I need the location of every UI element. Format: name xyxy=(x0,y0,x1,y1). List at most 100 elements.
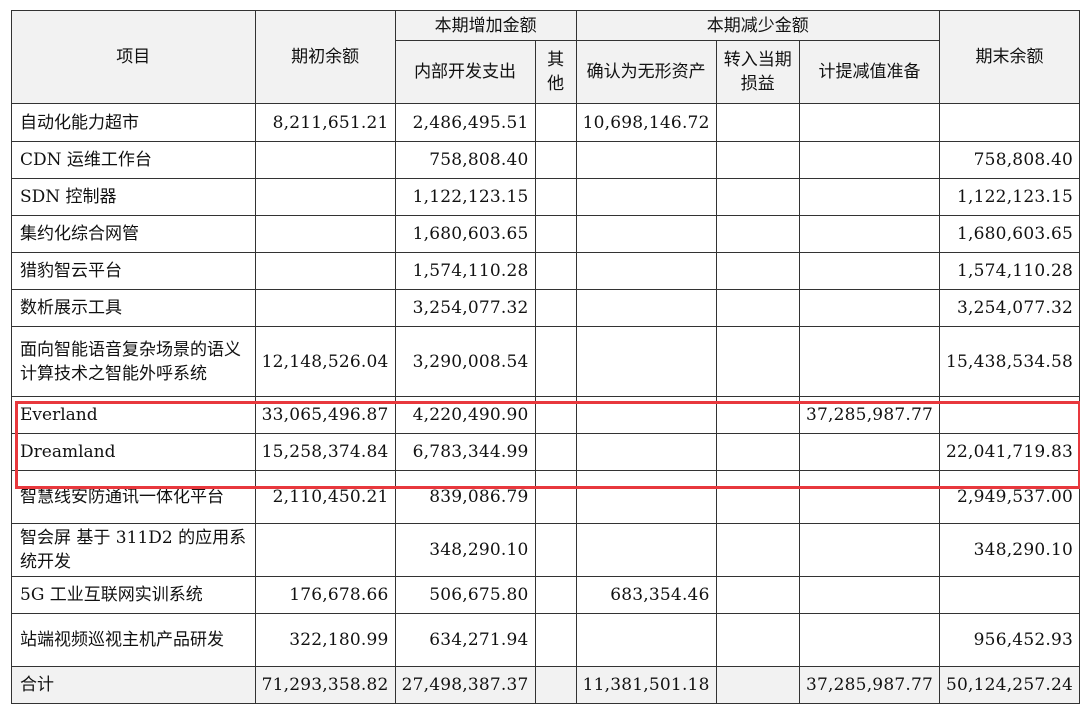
cell-closing xyxy=(939,396,1080,434)
cell-pnl xyxy=(715,576,801,614)
cell-recognized xyxy=(575,252,717,290)
cell-name: CDN 运维工作台 xyxy=(11,141,256,179)
cell-name: SDN 控制器 xyxy=(11,178,256,216)
cell-name: Everland xyxy=(11,396,256,434)
cell-impairment xyxy=(799,252,940,290)
total-row: 合计 71,293,358.82 27,498,387.37 11,381,501.1… xyxy=(11,666,1080,704)
cell-opening xyxy=(254,215,396,253)
cell-impairment xyxy=(799,576,940,614)
cell-other xyxy=(534,523,577,577)
cell-impairment xyxy=(799,470,940,524)
cell-recognized xyxy=(575,178,717,216)
cell-impairment xyxy=(799,613,940,667)
cell-opening: 15,258,374.84 xyxy=(254,433,396,471)
cell-internal: 27,498,387.37 xyxy=(394,666,536,704)
cell-recognized xyxy=(575,141,717,179)
cell-other xyxy=(534,470,577,524)
cell-other xyxy=(534,252,577,290)
table-row: 智会屏 基于 311D2 的应用系统开发 348,290.10 348,290.10 xyxy=(11,523,1080,577)
cell-pnl xyxy=(715,470,801,524)
development-expenditure-table: 项目 期初余额 本期增加金额 本期减少金额 期末余额 内部开发支出 其他 确认为… xyxy=(11,10,1080,704)
cell-impairment: 37,285,987.77 xyxy=(799,666,940,704)
table-row: Dreamland 15,258,374.84 6,783,344.99 22,041… xyxy=(11,433,1080,471)
cell-name: 5G 工业互联网实训系统 xyxy=(11,576,256,614)
cell-impairment xyxy=(799,523,940,577)
header-closing-balance: 期末余额 xyxy=(939,10,1080,104)
cell-impairment xyxy=(799,103,940,142)
cell-pnl xyxy=(715,666,801,704)
cell-internal: 1,574,110.28 xyxy=(394,252,536,290)
cell-opening xyxy=(254,178,396,216)
table-row: CDN 运维工作台 758,808.40 758,808.40 xyxy=(11,141,1080,179)
cell-closing: 956,452.93 xyxy=(939,613,1080,667)
cell-other xyxy=(534,215,577,253)
header-item: 项目 xyxy=(11,10,256,104)
cell-internal: 4,220,490.90 xyxy=(394,396,536,434)
cell-name: Dreamland xyxy=(11,433,256,471)
cell-pnl xyxy=(715,178,801,216)
cell-internal: 3,254,077.32 xyxy=(394,289,536,327)
cell-internal: 1,122,123.15 xyxy=(394,178,536,216)
cell-impairment xyxy=(799,141,940,179)
cell-opening xyxy=(254,252,396,290)
cell-pnl xyxy=(715,396,801,434)
table-container: 项目 期初余额 本期增加金额 本期减少金额 期末余额 内部开发支出 其他 确认为… xyxy=(11,10,1080,704)
cell-pnl xyxy=(715,289,801,327)
cell-closing: 1,574,110.28 xyxy=(939,252,1080,290)
cell-internal: 506,675.80 xyxy=(394,576,536,614)
cell-impairment xyxy=(799,433,940,471)
cell-other xyxy=(534,141,577,179)
cell-pnl xyxy=(715,613,801,667)
cell-other xyxy=(534,613,577,667)
cell-pnl xyxy=(715,252,801,290)
cell-impairment xyxy=(799,289,940,327)
cell-internal: 3,290,008.54 xyxy=(394,326,536,397)
cell-closing xyxy=(939,576,1080,614)
cell-recognized xyxy=(575,326,717,397)
cell-recognized xyxy=(575,215,717,253)
cell-opening: 8,211,651.21 xyxy=(254,103,396,142)
cell-pnl xyxy=(715,433,801,471)
table-row: 智慧线安防通讯一体化平台 2,110,450.21 839,086.79 2,949,… xyxy=(11,470,1080,524)
table-row: 集约化综合网管 1,680,603.65 1,680,603.65 xyxy=(11,215,1080,253)
cell-opening: 2,110,450.21 xyxy=(254,470,396,524)
cell-other xyxy=(534,289,577,327)
header-internal-development: 内部开发支出 xyxy=(394,40,536,104)
cell-opening: 71,293,358.82 xyxy=(254,666,396,704)
header-other: 其他 xyxy=(534,40,577,104)
cell-other xyxy=(534,433,577,471)
header-recognized-intangible: 确认为无形资产 xyxy=(575,40,717,104)
cell-name: 智会屏 基于 311D2 的应用系统开发 xyxy=(11,523,256,577)
cell-opening: 12,148,526.04 xyxy=(254,326,396,397)
cell-impairment xyxy=(799,215,940,253)
cell-recognized xyxy=(575,470,717,524)
cell-closing xyxy=(939,103,1080,142)
cell-recognized xyxy=(575,523,717,577)
cell-closing: 1,122,123.15 xyxy=(939,178,1080,216)
cell-recognized: 683,354.46 xyxy=(575,576,717,614)
cell-name: 自动化能力超市 xyxy=(11,103,256,142)
cell-name: 合计 xyxy=(11,666,256,704)
table-row: 猎豹智云平台 1,574,110.28 1,574,110.28 xyxy=(11,252,1080,290)
cell-internal: 1,680,603.65 xyxy=(394,215,536,253)
cell-other xyxy=(534,396,577,434)
cell-pnl xyxy=(715,103,801,142)
table-row: Everland 33,065,496.87 4,220,490.90 37,285,… xyxy=(11,396,1080,434)
cell-pnl xyxy=(715,215,801,253)
cell-name: 集约化综合网管 xyxy=(11,215,256,253)
cell-closing: 3,254,077.32 xyxy=(939,289,1080,327)
cell-opening xyxy=(254,523,396,577)
cell-other xyxy=(534,103,577,142)
cell-other xyxy=(534,326,577,397)
cell-internal: 6,783,344.99 xyxy=(394,433,536,471)
table-row: 5G 工业互联网实训系统 176,678.66 506,675.80 683,354.… xyxy=(11,576,1080,614)
cell-name: 站端视频巡视主机产品研发 xyxy=(11,613,256,667)
cell-name: 数析展示工具 xyxy=(11,289,256,327)
cell-pnl xyxy=(715,523,801,577)
table-row: 数析展示工具 3,254,077.32 3,254,077.32 xyxy=(11,289,1080,327)
table-body: 自动化能力超市 8,211,651.21 2,486,495.51 10,698,14… xyxy=(11,103,1080,704)
cell-closing: 15,438,534.58 xyxy=(939,326,1080,397)
cell-opening: 33,065,496.87 xyxy=(254,396,396,434)
cell-other xyxy=(534,666,577,704)
cell-closing: 348,290.10 xyxy=(939,523,1080,577)
